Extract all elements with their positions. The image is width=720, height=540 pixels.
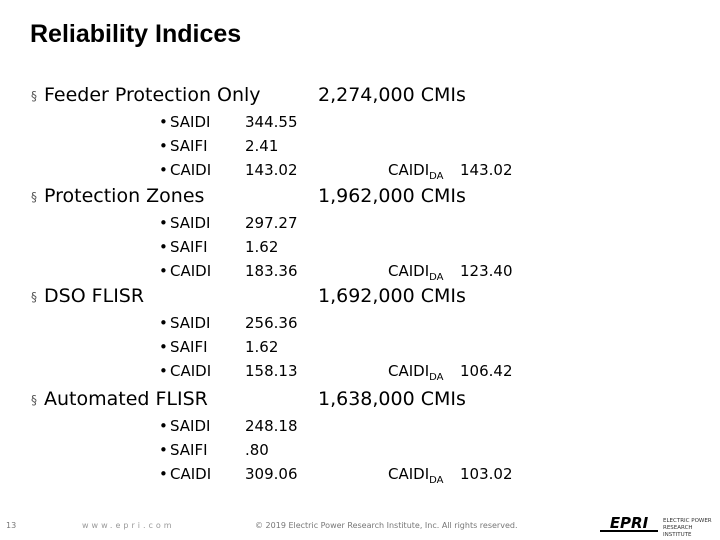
metric-value: 309.06 xyxy=(245,465,298,483)
caidi-da-sub: DA xyxy=(429,171,444,182)
caidi-da-sub: DA xyxy=(429,372,444,383)
copyright: © 2019 Electric Power Research Institute… xyxy=(255,521,518,530)
metric-label: SAIFI xyxy=(159,443,207,459)
caidi-da-label: CAIDIDA xyxy=(388,467,444,486)
metric-value: 143.02 xyxy=(245,161,298,179)
metric-value: .80 xyxy=(245,441,269,459)
slide-title: Reliability Indices xyxy=(30,20,242,48)
cmis-total: 2,274,000 CMIs xyxy=(318,84,466,106)
metric-value: 256.36 xyxy=(245,314,298,332)
metric-label: SAIDI xyxy=(159,316,211,332)
cmis-total: 1,638,000 CMIs xyxy=(318,388,466,410)
section-heading: DSO FLISR xyxy=(31,287,144,306)
caidi-da-sub: DA xyxy=(429,272,444,283)
logo-text: ELECTRIC POWER RESEARCH INSTITUTE xyxy=(663,518,712,538)
metric-label: CAIDI xyxy=(159,467,211,483)
metric-label: SAIFI xyxy=(159,340,207,356)
cmis-total: 1,692,000 CMIs xyxy=(318,285,466,307)
caidi-da-value: 143.02 xyxy=(460,161,513,179)
caidi-da-value: 106.42 xyxy=(460,362,513,380)
caidi-da-name: CAIDI xyxy=(388,161,430,179)
logo: EPRI xyxy=(600,515,658,532)
website: www.epri.com xyxy=(82,521,175,530)
caidi-da-label: CAIDIDA xyxy=(388,264,444,283)
section-heading: Feeder Protection Only xyxy=(31,86,261,105)
metric-value: 183.36 xyxy=(245,262,298,280)
logo-mark: EPRI xyxy=(610,515,649,532)
metric-label: SAIDI xyxy=(159,216,211,232)
metric-label: CAIDI xyxy=(159,264,211,280)
page-number: 13 xyxy=(6,521,17,530)
logo-rule xyxy=(600,530,658,532)
cmis-total: 1,962,000 CMIs xyxy=(318,185,466,207)
caidi-da-sub: DA xyxy=(429,475,444,486)
metric-value: 158.13 xyxy=(245,362,298,380)
caidi-da-name: CAIDI xyxy=(388,465,430,483)
metric-label: SAIDI xyxy=(159,115,211,131)
metric-value: 344.55 xyxy=(245,113,298,131)
metric-label: CAIDI xyxy=(159,163,211,179)
metric-label: SAIFI xyxy=(159,240,207,256)
metric-value: 1.62 xyxy=(245,338,279,356)
caidi-da-name: CAIDI xyxy=(388,262,430,280)
metric-value: 2.41 xyxy=(245,137,279,155)
caidi-da-name: CAIDI xyxy=(388,362,430,380)
section-heading: Protection Zones xyxy=(31,187,204,206)
caidi-da-label: CAIDIDA xyxy=(388,364,444,383)
caidi-da-value: 103.02 xyxy=(460,465,513,483)
metric-value: 1.62 xyxy=(245,238,279,256)
metric-value: 297.27 xyxy=(245,214,298,232)
metric-label: SAIFI xyxy=(159,139,207,155)
metric-value: 248.18 xyxy=(245,417,298,435)
metric-label: CAIDI xyxy=(159,364,211,380)
caidi-da-value: 123.40 xyxy=(460,262,513,280)
caidi-da-label: CAIDIDA xyxy=(388,163,444,182)
section-heading: Automated FLISR xyxy=(31,390,208,409)
metric-label: SAIDI xyxy=(159,419,211,435)
